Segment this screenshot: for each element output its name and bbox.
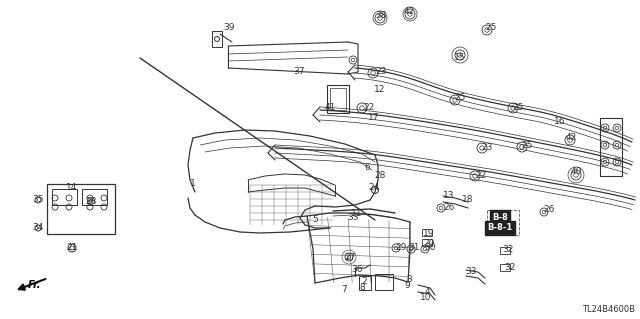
- Text: 38: 38: [375, 11, 387, 19]
- Bar: [487, 210, 519, 235]
- Text: 11: 11: [351, 209, 363, 218]
- Text: 23: 23: [481, 144, 493, 152]
- Text: 9: 9: [404, 280, 410, 290]
- Text: B-8: B-8: [492, 212, 508, 221]
- Text: 8: 8: [359, 283, 365, 292]
- Text: 25: 25: [512, 102, 524, 112]
- Text: 33: 33: [348, 212, 359, 221]
- Text: 15: 15: [454, 53, 466, 62]
- Bar: [422, 228, 432, 235]
- Text: 3: 3: [406, 275, 412, 284]
- Text: 22: 22: [476, 170, 486, 180]
- Text: 22: 22: [364, 103, 374, 113]
- Text: 37: 37: [293, 66, 305, 76]
- Bar: [375, 274, 393, 290]
- Text: 1: 1: [190, 179, 196, 188]
- Text: 28: 28: [85, 197, 97, 205]
- Text: B-8-1: B-8-1: [488, 224, 513, 233]
- Bar: [330, 88, 346, 110]
- Text: 39: 39: [223, 24, 235, 33]
- Text: 28: 28: [374, 170, 386, 180]
- Text: 25: 25: [485, 24, 497, 33]
- Text: 32: 32: [502, 246, 514, 255]
- Text: 32: 32: [504, 263, 516, 271]
- Text: 12: 12: [374, 85, 386, 93]
- Text: 42: 42: [565, 133, 577, 143]
- Text: 42: 42: [403, 8, 415, 17]
- Text: 5: 5: [312, 214, 318, 224]
- Text: 31: 31: [408, 243, 420, 253]
- Text: 26: 26: [444, 203, 454, 211]
- Bar: [500, 263, 510, 271]
- Text: 13: 13: [444, 191, 455, 201]
- Text: 23: 23: [375, 68, 387, 77]
- Text: 36: 36: [351, 264, 363, 273]
- Bar: [327, 85, 349, 113]
- Text: Fr.: Fr.: [28, 280, 42, 290]
- Text: 29: 29: [396, 242, 406, 251]
- Bar: [212, 31, 222, 47]
- Text: 19: 19: [423, 228, 435, 238]
- Text: 26: 26: [543, 205, 555, 214]
- Bar: [422, 239, 432, 246]
- Bar: [359, 276, 371, 290]
- Bar: [500, 247, 510, 254]
- Text: 17: 17: [368, 113, 380, 122]
- Text: 14: 14: [67, 182, 77, 191]
- Text: 30: 30: [424, 243, 436, 253]
- Text: 34: 34: [32, 224, 44, 233]
- Text: 27: 27: [344, 254, 356, 263]
- Text: 25: 25: [522, 142, 532, 151]
- Bar: [52, 189, 77, 205]
- Text: 40: 40: [570, 167, 582, 176]
- Text: 20: 20: [423, 239, 435, 248]
- Text: 16: 16: [554, 117, 566, 127]
- Bar: [82, 189, 107, 205]
- Text: 33: 33: [465, 268, 477, 277]
- Text: 2: 2: [361, 277, 367, 286]
- Bar: [600, 118, 622, 176]
- Text: 6: 6: [364, 164, 370, 173]
- Text: 7: 7: [341, 286, 347, 294]
- Bar: [47, 184, 115, 234]
- Text: 18: 18: [462, 196, 474, 204]
- Text: 24: 24: [369, 183, 380, 192]
- Text: 4: 4: [424, 287, 430, 296]
- Text: 21: 21: [67, 242, 77, 251]
- Text: TL24B4600B: TL24B4600B: [582, 305, 635, 314]
- Text: 25: 25: [454, 93, 466, 102]
- Text: 41: 41: [324, 103, 336, 113]
- Text: 10: 10: [420, 293, 432, 302]
- Text: 35: 35: [32, 196, 44, 204]
